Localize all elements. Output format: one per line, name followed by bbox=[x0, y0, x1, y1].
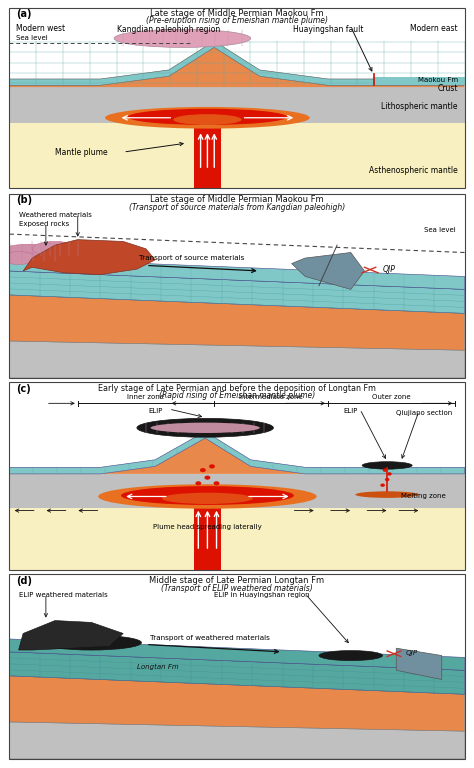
Text: (Transport of ELIP weathered materials): (Transport of ELIP weathered materials) bbox=[161, 584, 313, 593]
Polygon shape bbox=[9, 676, 465, 731]
Text: Middle stage of Late Permian Longtan Fm: Middle stage of Late Permian Longtan Fm bbox=[149, 576, 325, 585]
Text: Huayingshan fault: Huayingshan fault bbox=[293, 25, 363, 34]
Ellipse shape bbox=[380, 484, 385, 487]
Text: ELIP weathered materials: ELIP weathered materials bbox=[18, 592, 107, 598]
Ellipse shape bbox=[204, 475, 210, 480]
Text: Crust: Crust bbox=[437, 84, 458, 94]
Ellipse shape bbox=[41, 635, 141, 650]
Ellipse shape bbox=[383, 468, 387, 472]
Text: (a): (a) bbox=[16, 9, 32, 19]
Polygon shape bbox=[9, 41, 465, 85]
Text: Kangdian paleohigh region: Kangdian paleohigh region bbox=[117, 25, 220, 34]
Polygon shape bbox=[292, 253, 365, 290]
Ellipse shape bbox=[200, 468, 206, 472]
Polygon shape bbox=[18, 621, 123, 650]
Ellipse shape bbox=[114, 29, 251, 48]
Text: Melting zone: Melting zone bbox=[401, 492, 446, 498]
Text: Late stage of Middle Permian Maokou Fm: Late stage of Middle Permian Maokou Fm bbox=[150, 195, 324, 204]
Ellipse shape bbox=[385, 478, 390, 482]
Text: (c): (c) bbox=[16, 383, 31, 393]
Text: Modern east: Modern east bbox=[410, 24, 458, 33]
Polygon shape bbox=[194, 125, 221, 188]
Polygon shape bbox=[194, 504, 221, 570]
Polygon shape bbox=[9, 722, 465, 759]
Polygon shape bbox=[9, 438, 465, 474]
Text: Inner zone: Inner zone bbox=[128, 393, 164, 399]
Ellipse shape bbox=[362, 462, 412, 469]
Bar bbox=[9, 504, 465, 570]
Polygon shape bbox=[9, 639, 465, 670]
Ellipse shape bbox=[214, 482, 219, 485]
Ellipse shape bbox=[32, 241, 78, 257]
Polygon shape bbox=[9, 341, 465, 378]
Bar bbox=[374, 77, 465, 85]
Text: Mantle plume: Mantle plume bbox=[55, 147, 108, 157]
Bar bbox=[9, 87, 465, 123]
Ellipse shape bbox=[387, 472, 392, 475]
Text: QJP: QJP bbox=[383, 265, 395, 273]
Ellipse shape bbox=[173, 114, 242, 125]
Text: ELIP: ELIP bbox=[344, 408, 358, 414]
Text: (d): (d) bbox=[16, 576, 32, 586]
Text: Weathered materials: Weathered materials bbox=[18, 212, 91, 218]
Text: (Rapid rising of Emeishan mantle plume): (Rapid rising of Emeishan mantle plume) bbox=[159, 391, 315, 400]
Polygon shape bbox=[23, 240, 155, 275]
Polygon shape bbox=[9, 48, 465, 87]
Ellipse shape bbox=[195, 482, 201, 485]
Polygon shape bbox=[9, 295, 465, 350]
Text: Outer zone: Outer zone bbox=[373, 393, 411, 399]
Ellipse shape bbox=[209, 465, 215, 468]
Text: ELIP in Huayingshan region: ELIP in Huayingshan region bbox=[214, 592, 310, 598]
Text: Sea level: Sea level bbox=[16, 35, 48, 41]
Polygon shape bbox=[9, 258, 465, 290]
Text: Late stage of Middle Permian Maokou Fm: Late stage of Middle Permian Maokou Fm bbox=[150, 8, 324, 18]
Text: Modern west: Modern west bbox=[16, 24, 65, 33]
Ellipse shape bbox=[128, 109, 287, 125]
Text: (b): (b) bbox=[16, 195, 32, 205]
Ellipse shape bbox=[0, 252, 37, 264]
Polygon shape bbox=[396, 648, 442, 680]
Text: (Transport of source materials from Kangdian paleohigh): (Transport of source materials from Kang… bbox=[129, 203, 345, 212]
Ellipse shape bbox=[151, 422, 260, 433]
Polygon shape bbox=[9, 432, 465, 474]
Text: (Pre-eruption rising of Emeishan mantle plume): (Pre-eruption rising of Emeishan mantle … bbox=[146, 16, 328, 25]
Text: Early stage of Late Permian and before the deposition of Longtan Fm: Early stage of Late Permian and before t… bbox=[98, 383, 376, 392]
Text: QJP: QJP bbox=[405, 650, 418, 656]
Ellipse shape bbox=[319, 650, 383, 660]
Text: Plume head spreading laterally: Plume head spreading laterally bbox=[153, 524, 262, 530]
Ellipse shape bbox=[105, 107, 310, 128]
Text: Transport of weathered materials: Transport of weathered materials bbox=[150, 635, 270, 641]
Ellipse shape bbox=[121, 486, 294, 505]
Text: ELIP: ELIP bbox=[148, 408, 162, 414]
Ellipse shape bbox=[0, 244, 55, 261]
Polygon shape bbox=[9, 271, 465, 313]
Text: Sea level: Sea level bbox=[424, 227, 456, 233]
Ellipse shape bbox=[356, 492, 419, 498]
Text: Asthenospheric mantle: Asthenospheric mantle bbox=[369, 166, 458, 174]
Text: Longtan Fm: Longtan Fm bbox=[137, 664, 179, 670]
Polygon shape bbox=[9, 652, 465, 694]
Text: Transport of source materials: Transport of source materials bbox=[139, 255, 244, 261]
Ellipse shape bbox=[137, 419, 273, 437]
Bar bbox=[9, 120, 465, 188]
Text: Lithospheric mantle: Lithospheric mantle bbox=[381, 102, 458, 111]
Text: Qiujiapo section: Qiujiapo section bbox=[396, 410, 453, 416]
Text: Intermediate zone: Intermediate zone bbox=[239, 393, 303, 399]
Ellipse shape bbox=[162, 493, 253, 504]
Ellipse shape bbox=[98, 485, 317, 508]
Text: Maokou Fm: Maokou Fm bbox=[418, 77, 458, 83]
Bar bbox=[9, 474, 465, 508]
Text: Exposed rocks: Exposed rocks bbox=[18, 221, 69, 227]
